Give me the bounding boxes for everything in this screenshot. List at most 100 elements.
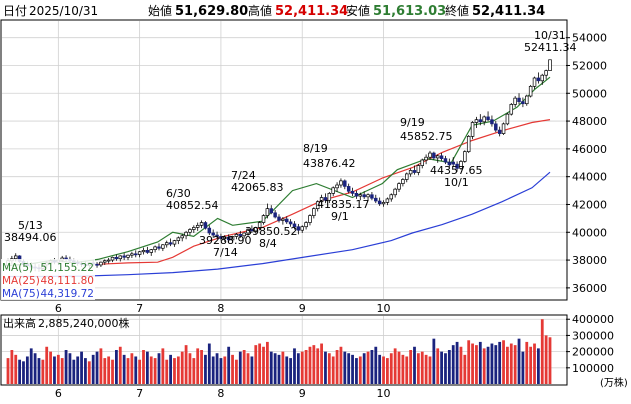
x-tick-label: 10 [377, 387, 391, 400]
candle-body-down [354, 193, 359, 197]
candle [288, 219, 293, 227]
candle [439, 153, 444, 161]
candle-body-up [281, 218, 285, 221]
candle-body-down [517, 97, 521, 102]
volume-bar-up [544, 335, 548, 384]
volume-value: 2,885,240,000株 [38, 316, 129, 330]
candle-body-up [234, 234, 239, 237]
open-label: 始値 [148, 3, 172, 18]
candle-body-down [490, 119, 494, 125]
candle-body-down [455, 163, 459, 169]
candle [281, 216, 285, 225]
candle-body-down [145, 250, 150, 253]
high-label: 高値 [248, 3, 272, 18]
candle-body-down [323, 197, 328, 201]
price-tick-label: 52000 [572, 59, 607, 72]
x-axis-bottom: 6 7 8 9 10 [55, 387, 391, 400]
candle-body-up [525, 95, 529, 105]
candle-body-up [405, 173, 409, 180]
candle [130, 251, 134, 258]
candle [315, 200, 320, 212]
volume-bar-down [362, 353, 366, 384]
volume-bar-up [107, 356, 111, 384]
candle-body-up [540, 74, 545, 82]
x-tick-label: 8 [217, 387, 224, 400]
candle-body-up [199, 222, 204, 226]
candle [548, 59, 552, 71]
header-bar [0, 0, 631, 19]
candle-body-down [362, 194, 366, 198]
candle [412, 165, 417, 175]
candle [99, 261, 103, 268]
candle [432, 151, 436, 160]
candle-body-up [242, 232, 246, 237]
candle-body-down [439, 155, 444, 159]
legend-label: MA(5) [2, 262, 33, 274]
candle-body-up [176, 237, 181, 241]
candle-body-up [401, 179, 405, 184]
close-value: 52,411.34 [472, 4, 545, 19]
legend-value: 44,319.72 [41, 288, 94, 300]
volume-bar-down [289, 358, 293, 384]
candle-body-down [432, 152, 436, 159]
candle [215, 231, 219, 240]
volume-bar-up [49, 351, 52, 384]
candle-body-up [149, 249, 153, 253]
candle [312, 207, 316, 219]
volume-bar-up [10, 350, 14, 384]
price-panel-frame [0, 19, 568, 301]
candle-body-up [548, 59, 552, 71]
annotation: 39850.528/4 [245, 225, 298, 250]
volume-bar-up [463, 354, 467, 384]
volume-bar-up [409, 350, 413, 384]
volume-bar-up [382, 356, 385, 384]
legend-entry: MA(25) 48,111.80 [2, 275, 94, 287]
volume-bar-down [29, 348, 33, 384]
candle-body-down [122, 255, 126, 258]
candle-body-down [478, 119, 483, 123]
candle [246, 228, 250, 236]
candle [346, 183, 351, 194]
x-tick-label: 6 [55, 302, 62, 315]
volume-bar-up [161, 348, 165, 384]
candle [199, 220, 204, 229]
candle [466, 134, 471, 154]
volume-bar-down [490, 343, 494, 384]
candle-body-up [161, 244, 165, 249]
price-tick-label: 42000 [572, 198, 607, 211]
volume-bar-up [258, 343, 262, 384]
candle [385, 197, 390, 206]
candle [517, 93, 521, 105]
volume-bar-down [478, 341, 482, 384]
volume-bar-up [316, 348, 320, 384]
candle [141, 247, 146, 255]
candle [416, 164, 421, 176]
volume-bar-down [498, 341, 502, 384]
candle [544, 69, 548, 80]
candle-body-down [346, 186, 351, 192]
candle [118, 255, 123, 262]
candle-body-down [497, 129, 502, 134]
annotation-date: 6/30 [166, 187, 191, 200]
candle [451, 157, 455, 167]
candle [521, 97, 525, 108]
candle [327, 191, 332, 204]
volume-bar-down [370, 350, 374, 384]
volume-bar-up [428, 356, 432, 384]
annotation-value: 42065.83 [231, 181, 284, 194]
volume-bar-up [41, 359, 45, 384]
volume-bar-up [312, 345, 316, 384]
volume-bar-down [22, 361, 25, 384]
candle-body-up [261, 215, 266, 223]
candle [273, 210, 277, 219]
volume-bar-up [165, 359, 169, 384]
volume-bar-up [45, 346, 49, 384]
volume-bar-up [397, 351, 401, 384]
candle-body-down [412, 170, 417, 173]
candle-body-up [319, 197, 324, 203]
volume-bar-down [215, 353, 219, 384]
candle [362, 191, 366, 199]
